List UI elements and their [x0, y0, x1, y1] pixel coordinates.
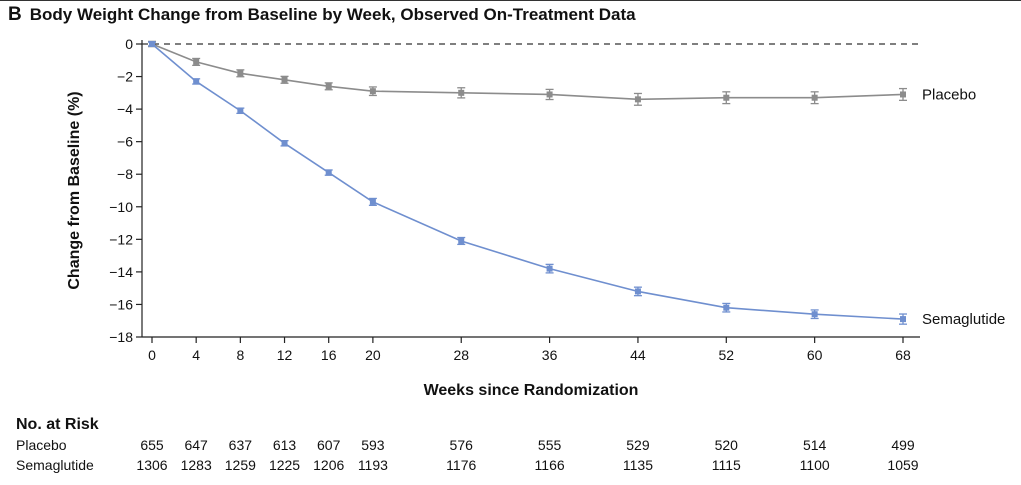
x-tick-label: 20	[365, 347, 381, 363]
x-tick-label: 12	[277, 347, 293, 363]
y-tick-label: −4	[117, 101, 133, 117]
at-risk-value: 576	[450, 437, 474, 453]
semaglutide-point	[723, 304, 730, 311]
x-tick-label: 0	[148, 347, 156, 363]
top-rule	[0, 0, 1021, 1]
semaglutide-point	[325, 169, 332, 176]
at-risk-value: 1135	[623, 457, 653, 473]
at-risk-value: 1306	[136, 457, 167, 473]
at-risk-value: 1115	[712, 457, 741, 473]
y-tick-label: −16	[109, 296, 133, 312]
axes: 0 −2 −4 −6 −8 −10 −12 −14 −16 −18 0 4 8 12 16 20 28 36 44 5…	[66, 36, 920, 399]
placebo-point	[237, 70, 244, 77]
at-risk-value: 637	[229, 437, 253, 453]
at-risk-value: 1193	[358, 457, 388, 473]
at-risk-value: 607	[317, 437, 341, 453]
at-risk-row-label: Semaglutide	[16, 457, 94, 473]
x-tick-label: 4	[192, 347, 200, 363]
at-risk-value: 555	[538, 437, 562, 453]
y-tick-label: −14	[109, 264, 133, 280]
x-tick-label: 68	[895, 347, 911, 363]
placebo-point	[458, 89, 465, 96]
semaglutide-point	[149, 41, 155, 47]
at-risk-value: 1176	[446, 457, 476, 473]
semaglutide-point	[634, 288, 641, 295]
semaglutide-point	[546, 265, 553, 272]
at-risk-value: 1206	[313, 457, 344, 473]
placebo-point	[723, 94, 730, 101]
semaglutide-point	[811, 311, 818, 318]
y-tick-label: −8	[117, 166, 133, 182]
panel-title: B Body Weight Change from Baseline by Wee…	[8, 4, 636, 26]
series-layer: Placebo Semaglutide	[148, 40, 1005, 328]
panel-letter: B	[8, 4, 22, 25]
placebo-point	[546, 91, 553, 98]
at-risk-value: 1259	[225, 457, 256, 473]
y-tick-label: −18	[109, 329, 133, 345]
x-tick-label: 8	[236, 347, 244, 363]
semaglutide-point	[237, 107, 244, 114]
semaglutide-line	[151, 43, 904, 320]
at-risk-table: No. at Risk Placebo 655 647 637 613 607 593 576 5…	[16, 416, 919, 473]
y-tick-label: −12	[109, 231, 133, 247]
at-risk-value: 520	[715, 437, 739, 453]
x-tick-label: 36	[542, 347, 558, 363]
at-risk-value: 655	[140, 437, 164, 453]
y-axis-title: Change from Baseline (%)	[66, 91, 83, 289]
at-risk-value: 514	[803, 437, 827, 453]
at-risk-value: 529	[626, 437, 650, 453]
semaglutide-series-label: Semaglutide	[922, 311, 1005, 328]
placebo-point	[811, 94, 818, 101]
y-tick-label: −6	[117, 134, 133, 150]
placebo-line	[151, 43, 904, 101]
panel-title-text: Body Weight Change from Baseline by Week…	[29, 5, 636, 24]
semaglutide-point	[369, 198, 376, 205]
at-risk-value: 647	[184, 437, 208, 453]
x-tick-label: 28	[453, 347, 469, 363]
at-risk-value: 1059	[887, 457, 918, 473]
x-axis-title: Weeks since Randomization	[424, 382, 639, 399]
y-tick-label: −10	[109, 199, 133, 215]
semaglutide-point	[458, 237, 465, 244]
at-risk-value: 1283	[181, 457, 212, 473]
placebo-series-label: Placebo	[922, 86, 976, 103]
at-risk-row-label: Placebo	[16, 437, 67, 453]
placebo-point	[369, 88, 376, 95]
x-tick-label: 60	[807, 347, 823, 363]
at-risk-value: 1225	[269, 457, 300, 473]
semaglutide-point	[281, 140, 288, 147]
semaglutide-point	[193, 78, 200, 85]
x-tick-label: 16	[321, 347, 337, 363]
semaglutide-point	[900, 316, 906, 323]
placebo-point	[193, 58, 200, 65]
y-tick-label: −2	[117, 69, 133, 85]
placebo-point	[281, 76, 288, 83]
y-tick-label: 0	[125, 36, 133, 52]
at-risk-value: 613	[273, 437, 297, 453]
x-tick-label: 44	[630, 347, 646, 363]
at-risk-value: 1166	[535, 457, 565, 473]
at-risk-value: 499	[891, 437, 915, 453]
x-tick-label: 52	[719, 347, 735, 363]
at-risk-value: 1100	[800, 457, 830, 473]
placebo-point	[325, 83, 332, 90]
at-risk-value: 593	[361, 437, 385, 453]
placebo-point	[634, 96, 641, 103]
at-risk-title: No. at Risk	[16, 416, 99, 433]
placebo-point	[900, 91, 906, 98]
